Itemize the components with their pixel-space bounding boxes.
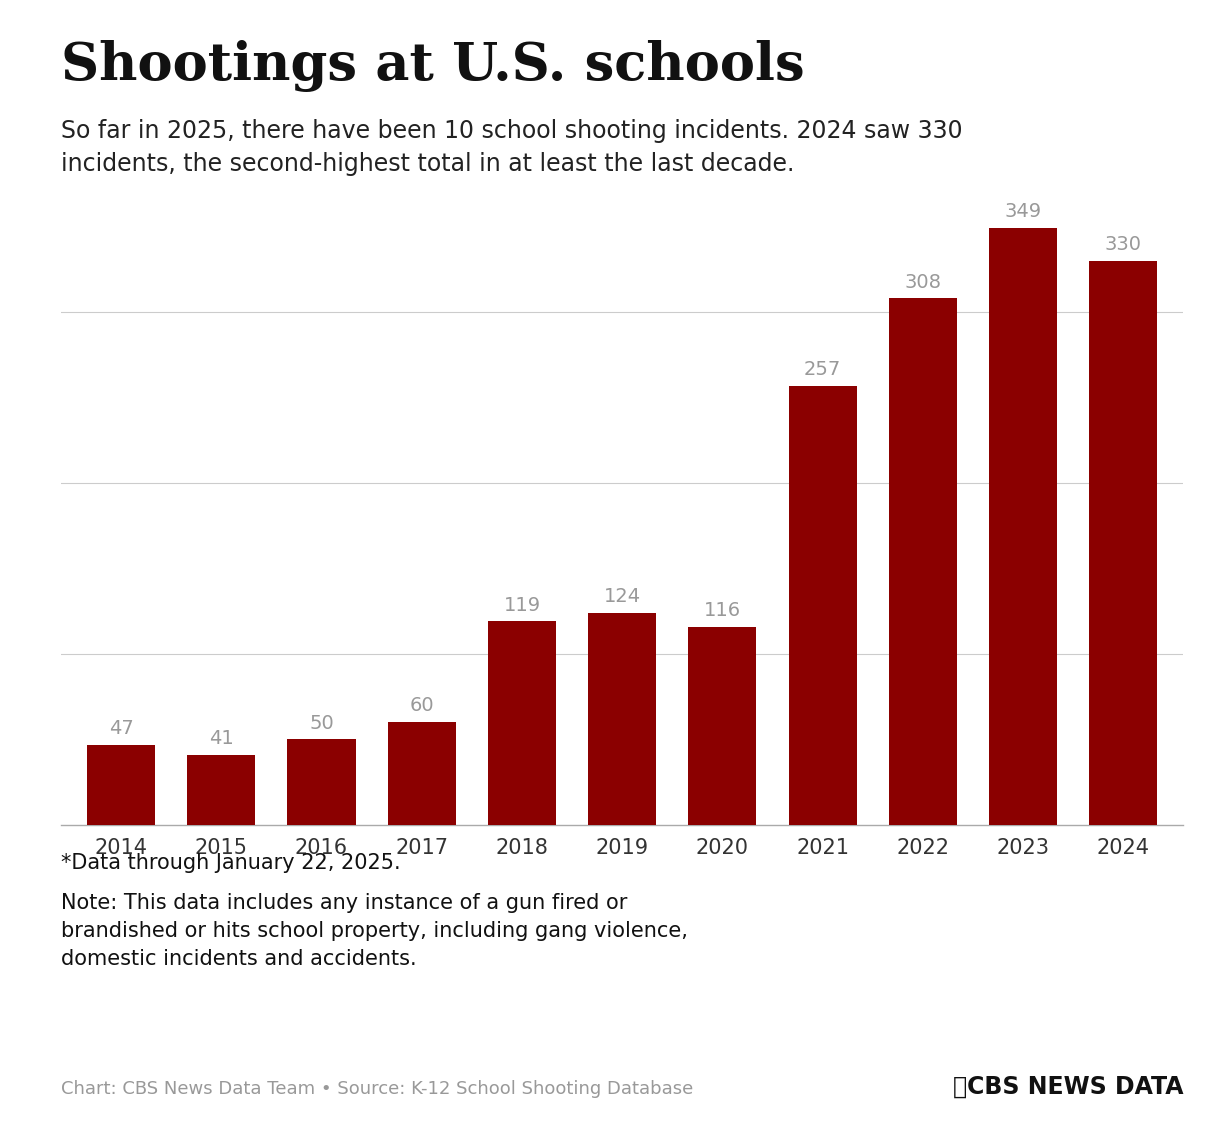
Bar [188, 755, 255, 825]
Text: 330: 330 [1105, 235, 1142, 254]
Text: 116: 116 [704, 601, 741, 619]
Bar [788, 385, 856, 825]
Text: Chart: CBS News Data Team • Source: K-12 School Shooting Database: Chart: CBS News Data Team • Source: K-12… [61, 1080, 693, 1098]
Bar [588, 612, 656, 825]
Bar [288, 739, 356, 825]
Text: 124: 124 [604, 588, 640, 606]
Text: 60: 60 [410, 696, 434, 715]
Bar [1089, 261, 1158, 825]
Bar [688, 627, 756, 825]
Text: 308: 308 [904, 272, 942, 292]
Text: 119: 119 [504, 596, 540, 615]
Bar [388, 722, 456, 825]
Text: 349: 349 [1004, 202, 1042, 221]
Text: 50: 50 [309, 713, 334, 732]
Bar [989, 228, 1057, 825]
Bar [87, 745, 155, 825]
Text: Note: This data includes any instance of a gun fired or
brandished or hits schoo: Note: This data includes any instance of… [61, 893, 688, 968]
Text: 47: 47 [109, 719, 133, 738]
Text: *Data through January 22, 2025.: *Data through January 22, 2025. [61, 853, 400, 873]
Text: Shootings at U.S. schools: Shootings at U.S. schools [61, 40, 805, 92]
Bar [888, 298, 956, 825]
Text: ⓂCBS NEWS DATA: ⓂCBS NEWS DATA [953, 1075, 1183, 1098]
Text: 257: 257 [804, 359, 842, 379]
Text: So far in 2025, there have been 10 school shooting incidents. 2024 saw 330
incid: So far in 2025, there have been 10 schoo… [61, 119, 963, 176]
Text: 41: 41 [209, 729, 234, 748]
Bar [488, 622, 556, 825]
